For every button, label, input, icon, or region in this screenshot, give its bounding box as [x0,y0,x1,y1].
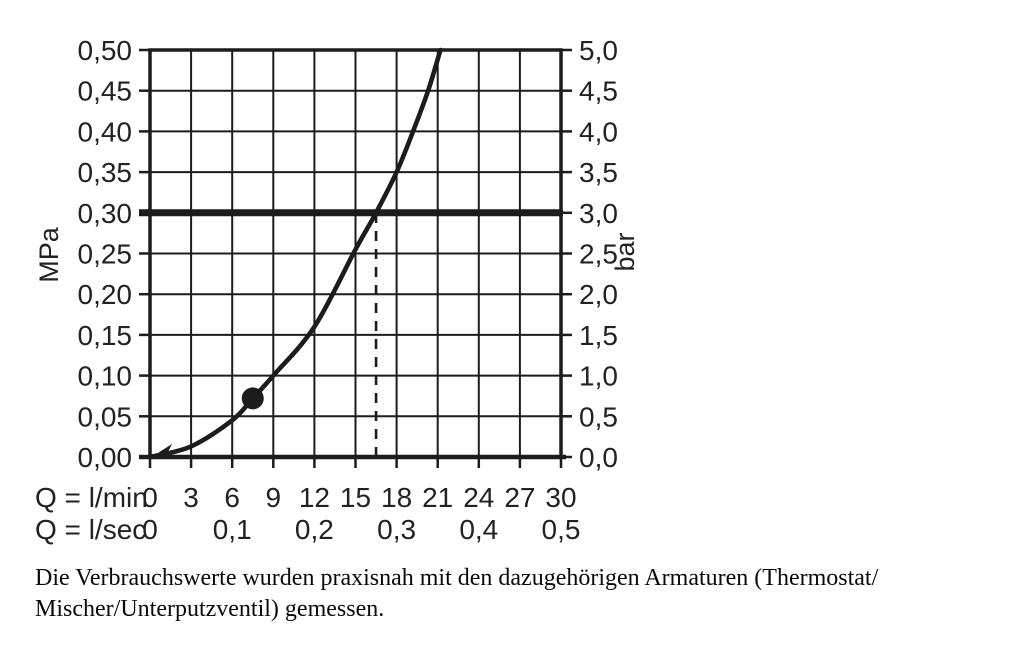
x-axis-lmin-label: Q = l/min [35,482,148,513]
x-lsec-tick-label: 0,1 [213,514,252,545]
y-right-tick-label: 0,5 [579,401,618,432]
y-left-tick-label: 0,10 [78,361,133,392]
flow-pressure-curve [147,47,443,460]
x-lmin-tick-label: 3 [183,482,199,513]
y-left-tick-label: 0,40 [78,116,133,147]
x-lmin-tick-label: 27 [504,482,535,513]
flow-pressure-chart: 0,000,050,100,150,200,250,300,350,400,45… [34,35,640,545]
x-lmin-tick-label: 18 [381,482,412,513]
x-lsec-tick-label: 0 [142,514,158,545]
y-left-tick-label: 0,05 [78,401,133,432]
curve-origin-wedge [150,444,172,458]
y-right-tick-label: 1,0 [579,361,618,392]
x-lmin-tick-label: 24 [463,482,494,513]
x-lsec-tick-label: 0,3 [377,514,416,545]
y-right-tick-label: 4,0 [579,116,618,147]
y-left-tick-label: 0,35 [78,157,133,188]
caption-line-2: Mischer/Unterputzventil) gemessen. [35,596,385,622]
y-left-tick-label: 0,30 [78,198,133,229]
y-right-tick-label: 0,0 [579,442,618,473]
y-right-tick-label: 2,5 [579,239,618,270]
caption: Die Verbrauchswerte wurden praxisnah mit… [35,563,975,625]
y-left-unit-label: MPa [34,226,64,283]
curve-marker-dot [241,387,264,410]
y-right-tick-label: 5,0 [579,35,618,66]
x-lsec-tick-label: 0,4 [459,514,498,545]
y-left-tick-label: 0,25 [78,239,133,270]
x-axis-lsec-label: Q = l/sec [35,514,146,545]
x-lmin-tick-label: 30 [545,482,576,513]
x-lsec-tick-label: 0,2 [295,514,334,545]
y-left-tick-label: 0,45 [78,76,133,107]
x-lmin-tick-label: 6 [224,482,240,513]
y-left-tick-label: 0,20 [78,279,133,310]
y-right-unit-label: bar [610,232,640,271]
x-lmin-tick-label: 15 [340,482,371,513]
x-lmin-tick-label: 9 [266,482,282,513]
x-lmin-tick-label: 21 [422,482,453,513]
y-left-tick-label: 0,00 [78,442,133,473]
y-right-tick-label: 2,0 [579,279,618,310]
y-left-tick-label: 0,50 [78,35,133,66]
caption-line-1: Die Verbrauchswerte wurden praxisnah mit… [35,565,879,591]
x-lsec-tick-label: 0,5 [542,514,581,545]
y-right-tick-label: 3,0 [579,198,618,229]
y-right-tick-label: 1,5 [579,320,618,351]
y-left-tick-label: 0,15 [78,320,133,351]
y-right-tick-label: 3,5 [579,157,618,188]
x-lmin-tick-label: 0 [142,482,158,513]
x-lmin-tick-label: 12 [299,482,330,513]
y-right-tick-label: 4,5 [579,76,618,107]
